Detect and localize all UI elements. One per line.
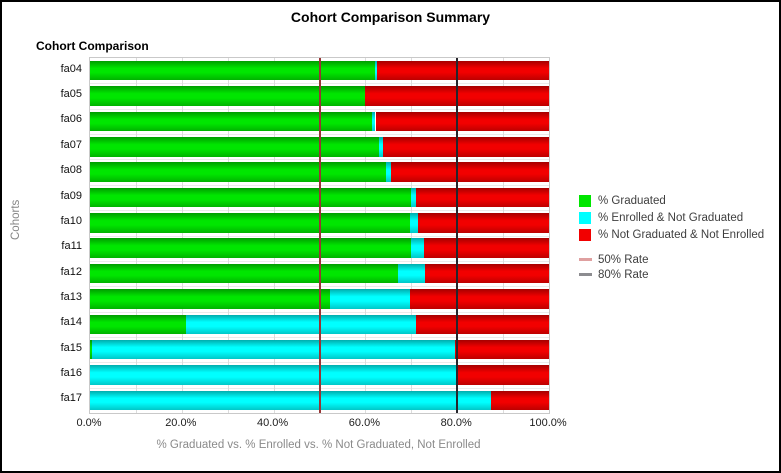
chart-title: Cohort Comparison Summary	[290, 9, 491, 25]
legend-swatch-not-graduated-not-enrolled	[579, 228, 591, 241]
bar-segment-not-graduated-not-enrolled	[409, 289, 549, 309]
x-tick-label: 100.0%	[529, 417, 567, 429]
bar-segment-enrolled-not-graduated	[386, 162, 391, 182]
bar-segment-not-graduated-not-enrolled	[418, 213, 549, 233]
bar-segment-graduated	[90, 238, 412, 258]
bar-segment-graduated	[90, 213, 410, 233]
bar-segment-enrolled-not-graduated	[330, 289, 410, 309]
y-tick-label: fa11	[61, 240, 82, 253]
gridline-20pct	[181, 58, 183, 413]
bar-segment-not-graduated-not-enrolled	[457, 365, 549, 385]
y-tick-label: fa15	[60, 341, 82, 354]
legend-label: 80% Rate	[598, 268, 649, 281]
bar-segment-not-graduated-not-enrolled	[425, 263, 549, 284]
legend-label: 50% Rate	[598, 253, 649, 266]
bar-segment-graduated	[90, 289, 331, 309]
gridline-30pct	[227, 58, 229, 413]
bar-segment-enrolled-not-graduated	[409, 213, 419, 233]
bar-segment-not-graduated-not-enrolled	[423, 238, 549, 258]
legend-line-swatch-rate-50	[579, 258, 592, 261]
x-tick-label: 40.0%	[256, 417, 289, 429]
y-tick-label: fa17	[60, 392, 82, 405]
y-tick-label: fa09	[60, 189, 82, 202]
legend-item-not-graduated-not-enrolled: % Not Graduated & Not Enrolled	[579, 226, 764, 243]
bar-segment-graduated	[90, 314, 187, 334]
x-tick-label: 60.0%	[348, 417, 380, 429]
y-tick-label: fa04	[60, 62, 82, 75]
bar-segment-not-graduated-not-enrolled	[490, 390, 549, 411]
bar-segment-enrolled-not-graduated	[397, 263, 426, 284]
gridline-60pct	[365, 58, 367, 413]
bar-segment-enrolled-not-graduated	[411, 187, 416, 208]
bar-segment-not-graduated-not-enrolled	[415, 314, 549, 334]
bar-segment-not-graduated-not-enrolled	[375, 111, 549, 132]
chart-subtitle: Cohort Comparison	[36, 39, 149, 53]
plot-area	[89, 57, 550, 414]
y-tick-label: fa12	[60, 265, 82, 278]
y-tick-label: fa06	[60, 113, 82, 126]
bar-segment-enrolled-not-graduated	[186, 314, 416, 334]
bar-segment-not-graduated-not-enrolled	[454, 339, 549, 360]
legend-label: % Not Graduated & Not Enrolled	[598, 228, 765, 241]
y-tick-label: fa16	[60, 367, 82, 379]
bar-segment-enrolled-not-graduated	[374, 60, 377, 81]
legend-swatch-enrolled-not-graduated	[579, 211, 591, 224]
bar-segment-not-graduated-not-enrolled	[376, 60, 549, 81]
x-tick-label: 80.0%	[440, 417, 472, 429]
y-tick-label: fa13	[60, 290, 82, 303]
bar-segment-enrolled-not-graduated	[90, 390, 491, 411]
reference-line-rate-50	[318, 58, 321, 413]
reference-line-rate-80	[456, 58, 459, 413]
bar-segment-enrolled-not-graduated	[411, 238, 424, 258]
y-tick-label: fa14	[60, 316, 82, 329]
bar-segment-graduated	[90, 162, 387, 182]
legend-item-graduated: % Graduated	[579, 192, 764, 209]
bar-segment-not-graduated-not-enrolled	[390, 162, 549, 182]
bar-segment-graduated	[90, 339, 93, 360]
legend-item-rate-50: 50% Rate	[579, 252, 764, 267]
chart-legend: % Graduated % Enrolled & Not Graduated % N…	[579, 192, 764, 282]
legend-swatch-graduated	[579, 194, 591, 207]
y-tick-label: fa07	[60, 138, 82, 151]
bar-segment-not-graduated-not-enrolled	[382, 137, 549, 157]
bar-segment-graduated	[90, 111, 373, 132]
gridline-70pct	[411, 58, 413, 413]
x-tick-label: 0.0%	[76, 417, 102, 429]
bar-segment-graduated	[90, 86, 366, 106]
y-tick-label: fa05	[60, 88, 82, 100]
gridline-40pct	[273, 58, 275, 413]
legend-label: % Graduated	[598, 194, 666, 207]
bar-segment-not-graduated-not-enrolled	[415, 187, 549, 208]
legend-label: % Enrolled & Not Graduated	[598, 211, 744, 224]
bar-segment-graduated	[90, 60, 375, 81]
legend-item-enrolled-not-graduated: % Enrolled & Not Graduated	[579, 209, 764, 226]
bar-segment-enrolled-not-graduated	[372, 111, 376, 132]
bar-segment-graduated	[90, 187, 412, 208]
y-tick-label: fa10	[60, 214, 82, 227]
gridline-90pct	[503, 58, 505, 413]
y-tick-label: fa08	[60, 164, 82, 177]
legend-item-rate-80: 80% Rate	[579, 267, 764, 282]
bar-segment-enrolled-not-graduated	[379, 137, 383, 157]
x-tick-label: 20.0%	[165, 417, 197, 429]
x-axis-title: % Graduated vs. % Enrolled vs. % Not Gra…	[156, 439, 481, 451]
bar-segment-graduated	[90, 137, 380, 157]
bar-segment-enrolled-not-graduated	[92, 339, 455, 360]
legend-line-swatch-rate-80	[579, 273, 592, 276]
gridline-10pct	[135, 58, 137, 413]
bar-segment-graduated	[90, 263, 398, 284]
legend-spacer	[579, 243, 764, 252]
bar-segment-enrolled-not-graduated	[90, 365, 458, 385]
